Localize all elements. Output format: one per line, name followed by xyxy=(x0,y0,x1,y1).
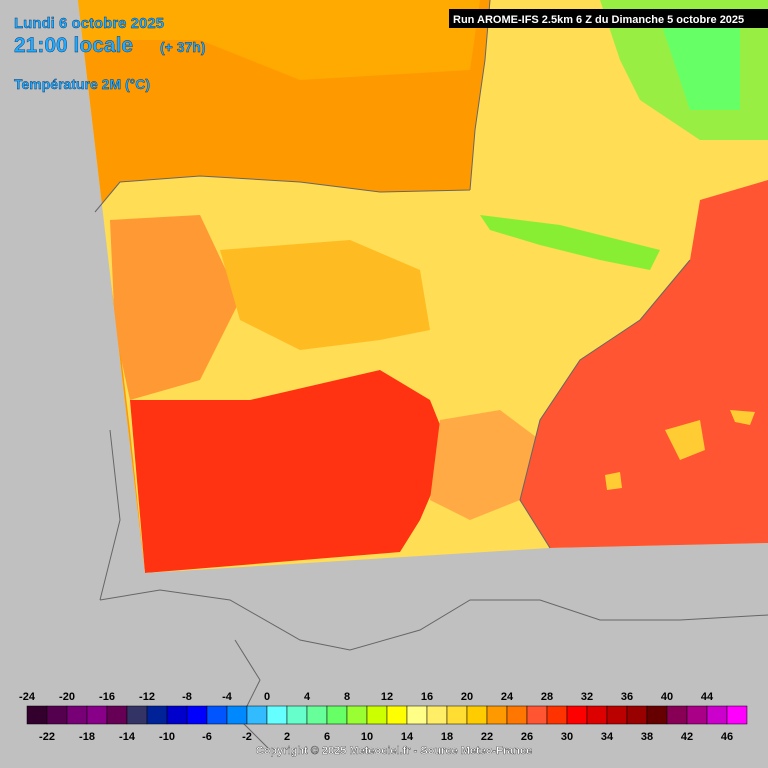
coastline xyxy=(99,589,768,651)
legend-label: 30 xyxy=(561,731,573,743)
legend-label: 6 xyxy=(324,731,330,743)
legend-swatch xyxy=(626,705,648,725)
legend-label: 22 xyxy=(481,731,493,743)
legend-label: -2 xyxy=(242,731,252,743)
legend-label: 42 xyxy=(681,731,693,743)
legend-swatch xyxy=(546,705,568,725)
legend-label: 26 xyxy=(521,731,533,743)
legend-swatch xyxy=(386,705,408,725)
legend-label: -16 xyxy=(99,691,115,703)
legend-label: -8 xyxy=(182,691,192,703)
variable: Température 2M (°C) xyxy=(14,76,150,92)
legend-label: 34 xyxy=(601,731,614,743)
legend-swatch xyxy=(426,705,448,725)
legend-swatch xyxy=(686,705,708,725)
run-box xyxy=(449,9,768,28)
legend-label: 16 xyxy=(421,691,433,703)
legend-swatch xyxy=(666,705,688,725)
legend-swatch xyxy=(706,705,728,725)
legend-swatch xyxy=(146,705,168,725)
legend-label: -6 xyxy=(202,731,212,743)
legend-label: 14 xyxy=(401,731,414,743)
legend-swatch xyxy=(306,705,328,725)
legend-label: 0 xyxy=(264,691,270,703)
legend-swatch xyxy=(406,705,428,725)
legend-label: 12 xyxy=(381,691,393,703)
legend-swatch xyxy=(446,705,468,725)
legend-swatch xyxy=(126,705,148,725)
legend-swatch xyxy=(346,705,368,725)
legend-label: 24 xyxy=(501,691,514,703)
legend-label: 10 xyxy=(361,731,373,743)
legend-label: 40 xyxy=(661,691,673,703)
legend-label: 44 xyxy=(701,691,714,703)
legend-swatch xyxy=(606,705,628,725)
legend-label: 32 xyxy=(581,691,593,703)
copyright: Copyright © 2025 Meteociel.fr - Source M… xyxy=(256,745,532,757)
legend-swatch xyxy=(86,705,108,725)
legend-label: 2 xyxy=(284,731,290,743)
legend-swatch xyxy=(566,705,588,725)
offset: (+ 37h) xyxy=(160,39,206,55)
legend-swatch xyxy=(366,705,388,725)
legend-swatch xyxy=(246,705,268,725)
legend-label: 18 xyxy=(441,731,453,743)
legend-swatch xyxy=(466,705,488,725)
legend-label: 8 xyxy=(344,691,350,703)
legend-label: -12 xyxy=(139,691,155,703)
date: Lundi 6 octobre 2025 xyxy=(14,15,164,32)
legend-label: -24 xyxy=(19,691,36,703)
legend-label: -4 xyxy=(222,691,233,703)
legend: -24-22-20-18-16-14-12-10-8-6-4-202468101… xyxy=(19,691,748,743)
legend-swatch xyxy=(186,705,208,725)
legend-label: -22 xyxy=(39,731,55,743)
legend-swatch xyxy=(526,705,548,725)
legend-swatch xyxy=(266,705,288,725)
time: 21:00 locale xyxy=(14,34,133,57)
legend-swatch xyxy=(106,705,128,725)
legend-swatch xyxy=(46,705,68,725)
legend-label: 28 xyxy=(541,691,553,703)
legend-label: -14 xyxy=(119,731,136,743)
legend-swatch xyxy=(726,705,748,725)
legend-label: -18 xyxy=(79,731,95,743)
legend-label: 36 xyxy=(621,691,633,703)
legend-swatch xyxy=(486,705,508,725)
coastline xyxy=(99,429,271,751)
legend-swatch xyxy=(166,705,188,725)
legend-label: -20 xyxy=(59,691,75,703)
run-info: Run AROME-IFS 2.5km 6 Z du Dimanche 5 oc… xyxy=(453,14,744,26)
legend-label: 20 xyxy=(461,691,473,703)
legend-swatch xyxy=(326,705,348,725)
legend-label: -10 xyxy=(159,731,175,743)
legend-swatch xyxy=(66,705,88,725)
legend-swatch xyxy=(206,705,228,725)
legend-swatch xyxy=(286,705,308,725)
legend-label: 46 xyxy=(721,731,733,743)
legend-label: 4 xyxy=(304,691,311,703)
legend-swatch xyxy=(586,705,608,725)
legend-swatch xyxy=(506,705,528,725)
legend-swatch xyxy=(26,705,48,725)
legend-swatch xyxy=(646,705,668,725)
coastline xyxy=(94,0,691,549)
legend-label: 38 xyxy=(641,731,653,743)
legend-swatch xyxy=(226,705,248,725)
